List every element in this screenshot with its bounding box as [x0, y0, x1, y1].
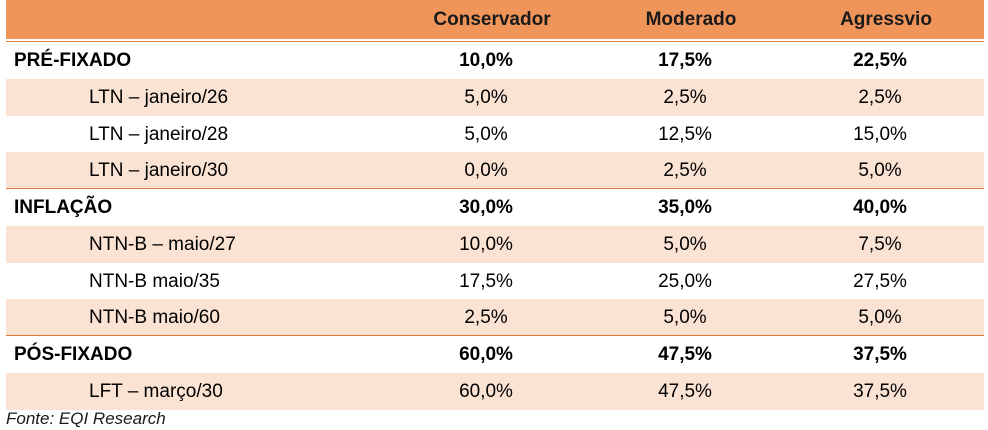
- row-label: NTN-B maio/60: [89, 307, 220, 328]
- cell-moderado: 25,0%: [658, 271, 712, 292]
- column-header-moderado: Moderado: [645, 9, 737, 30]
- cell-agressivo: 2,5%: [858, 87, 902, 108]
- cell-conservador: 30,0%: [459, 197, 513, 218]
- cell-moderado: 35,0%: [658, 197, 712, 218]
- cell-moderado: 2,5%: [663, 160, 707, 181]
- row-label: PRÉ-FIXADO: [14, 50, 132, 71]
- table-row: NTN-B maio/60 2,5% 5,0% 5,0%: [6, 299, 984, 336]
- row-label: PÓS-FIXADO: [14, 344, 133, 365]
- source-note: Fonte: EQI Research: [6, 409, 166, 428]
- cell-conservador: 10,0%: [459, 50, 513, 71]
- cell-agressivo: 22,5%: [853, 50, 907, 71]
- row-label: NTN-B – maio/27: [89, 234, 236, 255]
- table-row: NTN-B – maio/27 10,0% 5,0% 7,5%: [6, 226, 984, 263]
- column-header-conservador: Conservador: [433, 9, 551, 30]
- row-label: LTN – janeiro/28: [89, 124, 229, 145]
- cell-conservador: 5,0%: [464, 124, 508, 145]
- cell-agressivo: 5,0%: [858, 307, 902, 328]
- table-header: Conservador Moderado Agressvio: [6, 0, 984, 39]
- cell-agressivo: 37,5%: [853, 381, 907, 402]
- cell-moderado: 5,0%: [663, 234, 707, 255]
- cell-conservador: 17,5%: [459, 271, 513, 292]
- cell-conservador: 0,0%: [464, 160, 508, 181]
- cell-moderado: 17,5%: [658, 50, 712, 71]
- row-label: LFT – março/30: [89, 381, 223, 402]
- cell-conservador: 10,0%: [459, 234, 513, 255]
- cell-moderado: 2,5%: [663, 87, 707, 108]
- cell-moderado: 12,5%: [658, 124, 712, 145]
- cell-conservador: 5,0%: [464, 87, 508, 108]
- cell-agressivo: 15,0%: [853, 124, 907, 145]
- cell-agressivo: 40,0%: [853, 197, 907, 218]
- row-label: LTN – janeiro/30: [89, 160, 229, 181]
- table-row-group: PRÉ-FIXADO 10,0% 17,5% 22,5%: [6, 42, 984, 79]
- cell-agressivo: 7,5%: [858, 234, 902, 255]
- table-row: LTN – janeiro/26 5,0% 2,5% 2,5%: [6, 79, 984, 116]
- row-label: INFLAÇÃO: [14, 197, 113, 218]
- table-row: LTN – janeiro/28 5,0% 12,5% 15,0%: [6, 116, 984, 153]
- cell-agressivo: 5,0%: [858, 160, 902, 181]
- table-row-group: INFLAÇÃO 30,0% 35,0% 40,0%: [6, 189, 984, 226]
- cell-moderado: 47,5%: [658, 344, 712, 365]
- row-label: LTN – janeiro/26: [89, 87, 229, 108]
- cell-agressivo: 37,5%: [853, 344, 907, 365]
- table-row: LTN – janeiro/30 0,0% 2,5% 5,0%: [6, 152, 984, 189]
- cell-moderado: 47,5%: [658, 381, 712, 402]
- row-label: NTN-B maio/35: [89, 271, 220, 292]
- cell-agressivo: 27,5%: [853, 271, 907, 292]
- column-header-agressivo: Agressvio: [840, 9, 932, 30]
- cell-moderado: 5,0%: [663, 307, 707, 328]
- cell-conservador: 2,5%: [464, 307, 508, 328]
- table-row: LFT – março/30 60,0% 47,5% 37,5%: [6, 373, 984, 410]
- table-row: NTN-B maio/35 17,5% 25,0% 27,5%: [6, 263, 984, 300]
- table-row-group: PÓS-FIXADO 60,0% 47,5% 37,5%: [6, 336, 984, 373]
- cell-conservador: 60,0%: [459, 344, 513, 365]
- cell-conservador: 60,0%: [459, 381, 513, 402]
